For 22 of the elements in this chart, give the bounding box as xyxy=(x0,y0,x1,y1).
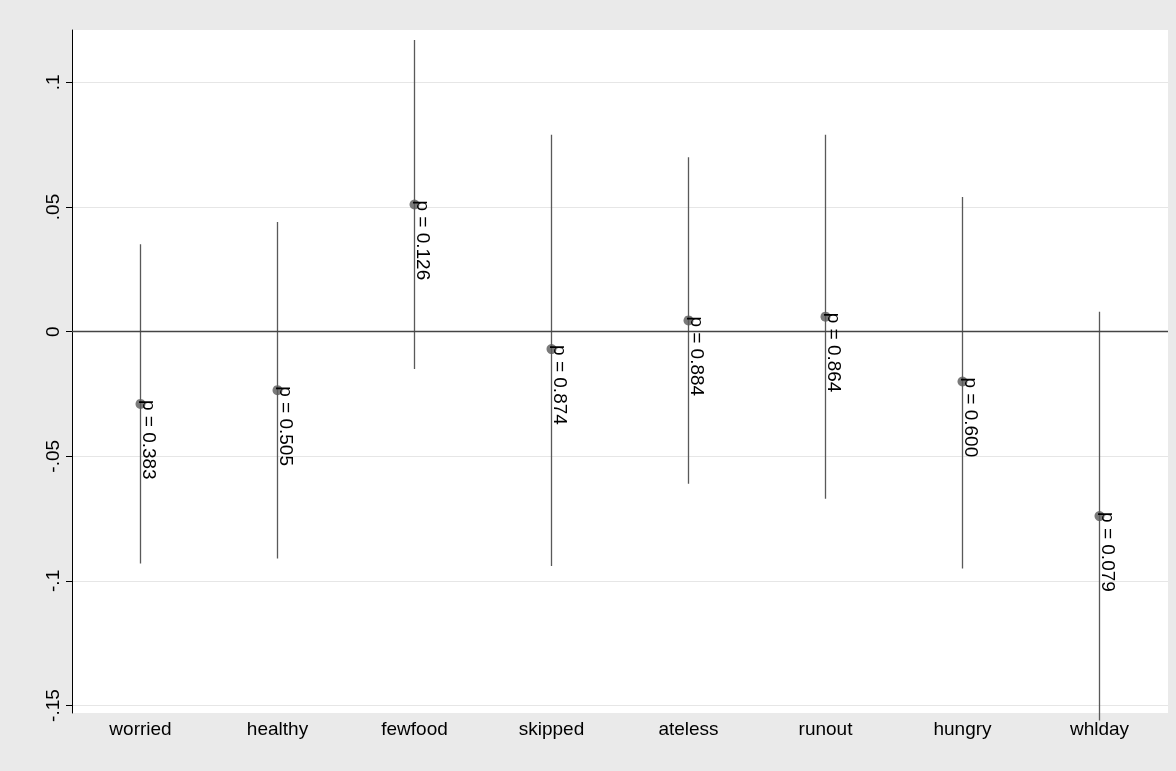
y-tick-label: .1 xyxy=(42,74,63,91)
y-tick-label: -.05 xyxy=(42,439,63,473)
x-tick-label: ateless xyxy=(658,718,719,739)
x-tick-label: hungry xyxy=(933,718,993,739)
y-tick-label: .05 xyxy=(42,193,63,221)
x-tick-label: healthy xyxy=(246,718,309,739)
y-tick-label: 0 xyxy=(42,326,63,337)
annotation: p = 0.874 xyxy=(550,345,571,426)
annotation: p = 0.600 xyxy=(961,377,982,458)
annotation: p = 0.505 xyxy=(276,386,297,466)
x-tick-label: worried xyxy=(108,718,172,739)
x-tick-label: runout xyxy=(798,718,854,739)
y-tick-label: -.15 xyxy=(42,689,63,722)
annotation: p = 0.079 xyxy=(1098,512,1119,592)
x-tick-label: fewfood xyxy=(381,718,448,739)
annotation: p = 0.383 xyxy=(139,399,160,480)
annotation: p = 0.864 xyxy=(824,312,845,393)
x-tick-label: whlday xyxy=(1068,718,1130,739)
y-tick-label: -.1 xyxy=(42,569,63,592)
annotation: p = 0.884 xyxy=(687,316,708,397)
annotation: p = 0.126 xyxy=(413,200,434,281)
x-tick-label: skipped xyxy=(518,718,585,739)
